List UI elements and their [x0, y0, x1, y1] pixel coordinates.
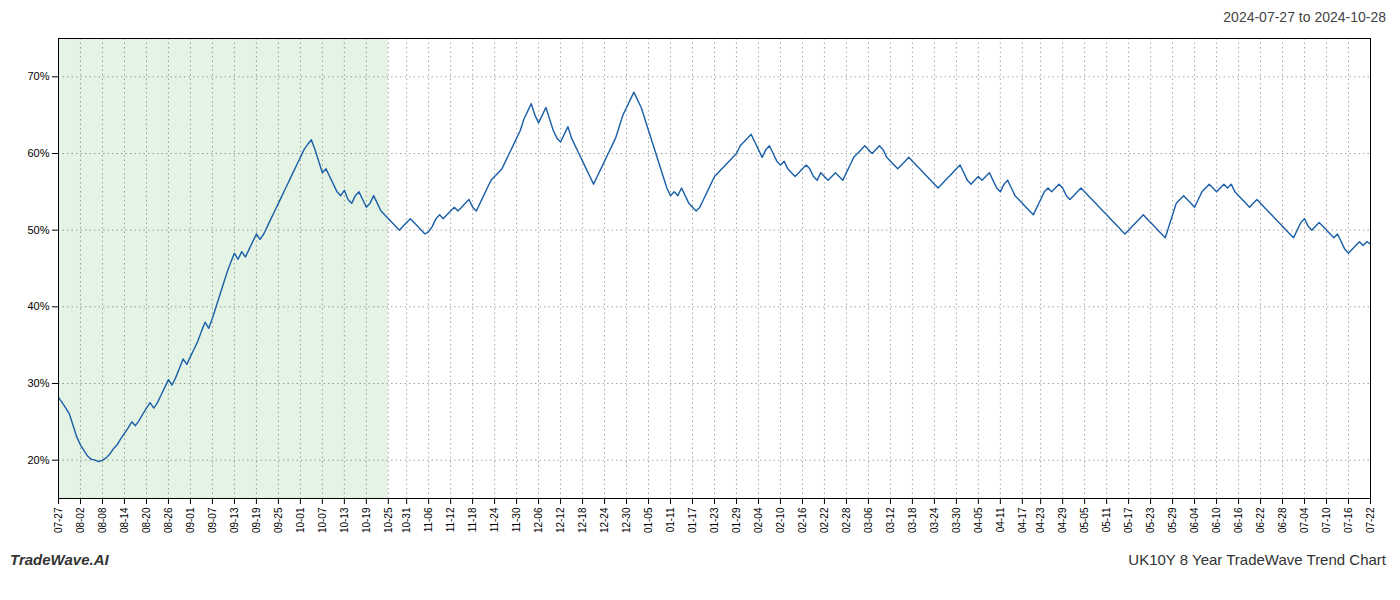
svg-text:01-05: 01-05 — [643, 507, 654, 533]
svg-text:03-24: 03-24 — [929, 507, 940, 533]
svg-text:10-25: 10-25 — [383, 507, 394, 533]
svg-text:12-24: 12-24 — [599, 507, 610, 533]
svg-text:02-04: 02-04 — [753, 507, 764, 533]
svg-text:07-10: 07-10 — [1321, 507, 1332, 533]
svg-text:09-01: 09-01 — [185, 507, 196, 533]
svg-text:11-24: 11-24 — [489, 507, 500, 532]
svg-text:09-19: 09-19 — [251, 507, 262, 533]
svg-text:10-19: 10-19 — [361, 507, 372, 533]
svg-text:10-13: 10-13 — [339, 507, 350, 533]
svg-text:02-28: 02-28 — [841, 507, 852, 533]
svg-text:07-22: 07-22 — [1365, 507, 1376, 533]
svg-text:01-17: 01-17 — [687, 507, 698, 533]
svg-text:06-16: 06-16 — [1233, 507, 1244, 533]
svg-text:09-25: 09-25 — [273, 507, 284, 533]
svg-text:08-20: 08-20 — [141, 507, 152, 533]
svg-text:08-14: 08-14 — [119, 507, 130, 533]
svg-text:10-07: 10-07 — [317, 507, 328, 533]
svg-text:05-17: 05-17 — [1123, 507, 1134, 533]
svg-text:02-16: 02-16 — [797, 507, 808, 533]
svg-text:02-22: 02-22 — [819, 507, 830, 533]
svg-text:70%: 70% — [27, 70, 49, 82]
svg-text:05-05: 05-05 — [1079, 507, 1090, 533]
svg-text:05-29: 05-29 — [1167, 507, 1178, 533]
svg-text:03-18: 03-18 — [907, 507, 918, 533]
svg-text:11-18: 11-18 — [467, 507, 478, 532]
svg-text:03-30: 03-30 — [951, 507, 962, 533]
svg-text:06-22: 06-22 — [1255, 507, 1266, 533]
svg-text:06-10: 06-10 — [1211, 507, 1222, 533]
svg-text:40%: 40% — [27, 300, 49, 312]
svg-text:08-26: 08-26 — [163, 507, 174, 533]
svg-text:11-30: 11-30 — [511, 507, 522, 532]
svg-text:03-06: 03-06 — [863, 507, 874, 533]
svg-text:11-06: 11-06 — [423, 507, 434, 532]
svg-text:02-10: 02-10 — [775, 507, 786, 533]
svg-text:07-16: 07-16 — [1343, 507, 1354, 533]
svg-text:09-13: 09-13 — [229, 507, 240, 533]
svg-text:04-05: 04-05 — [973, 507, 984, 533]
svg-text:04-17: 04-17 — [1017, 507, 1028, 533]
html-text:TradeWave.AI: TradeWave.AI — [10, 551, 109, 568]
svg-text:01-23: 01-23 — [709, 507, 720, 533]
svg-text:30%: 30% — [27, 377, 49, 389]
svg-text:08-08: 08-08 — [97, 507, 108, 533]
html-text:2024-07-27 to 2024-10-28: 2024-07-27 to 2024-10-28 — [1223, 9, 1386, 25]
svg-text:12-12: 12-12 — [555, 507, 566, 533]
svg-text:07-27: 07-27 — [53, 507, 64, 533]
svg-text:01-11: 01-11 — [665, 507, 676, 532]
svg-text:20%: 20% — [27, 454, 49, 466]
svg-text:01-29: 01-29 — [731, 507, 742, 533]
svg-text:11-12: 11-12 — [445, 507, 456, 532]
svg-text:60%: 60% — [27, 147, 49, 159]
svg-text:12-06: 12-06 — [533, 507, 544, 533]
svg-text:05-11: 05-11 — [1101, 507, 1112, 532]
svg-text:10-01: 10-01 — [295, 507, 306, 533]
svg-text:03-12: 03-12 — [885, 507, 896, 533]
svg-text:09-07: 09-07 — [207, 507, 218, 533]
svg-text:05-23: 05-23 — [1145, 507, 1156, 533]
svg-text:50%: 50% — [27, 224, 49, 236]
svg-text:08-02: 08-02 — [75, 507, 86, 533]
svg-text:12-30: 12-30 — [621, 507, 632, 533]
html-text:UK10Y 8 Year TradeWave Trend C: UK10Y 8 Year TradeWave Trend Chart — [1128, 551, 1386, 568]
svg-text:12-18: 12-18 — [577, 507, 588, 533]
svg-text:04-23: 04-23 — [1035, 507, 1046, 533]
svg-text:04-29: 04-29 — [1057, 507, 1068, 533]
svg-text:10-31: 10-31 — [401, 507, 412, 533]
svg-text:07-04: 07-04 — [1299, 507, 1310, 533]
svg-text:04-11: 04-11 — [995, 507, 1006, 532]
svg-text:06-28: 06-28 — [1277, 507, 1288, 533]
svg-text:06-04: 06-04 — [1189, 507, 1200, 533]
